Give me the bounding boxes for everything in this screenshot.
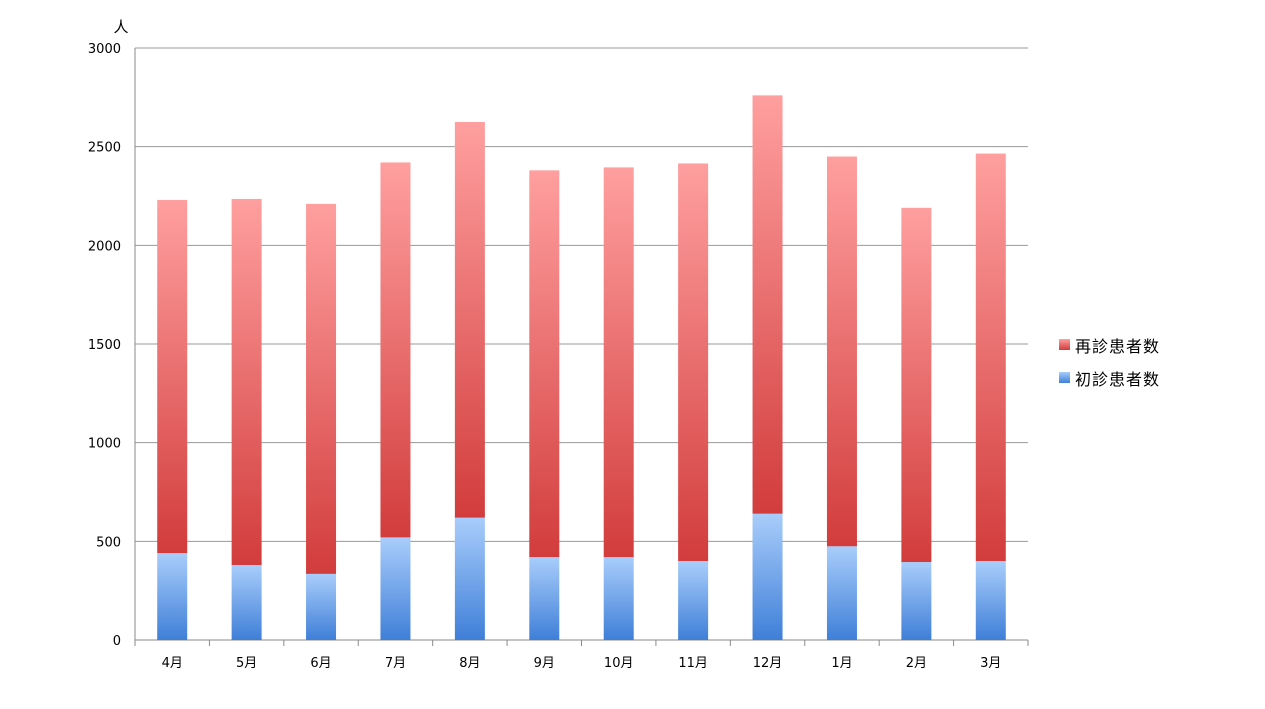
y-tick-label: 3000	[88, 42, 121, 57]
bar-first-visit	[975, 561, 1006, 640]
legend-label-revisit: 再診患者数	[1075, 336, 1161, 356]
bar-first-visit	[454, 517, 485, 640]
y-axis-unit-label: 人	[113, 18, 128, 36]
bar-first-visit	[826, 546, 857, 640]
bar-revisit	[752, 95, 783, 514]
bar-first-visit	[603, 557, 634, 640]
bar-first-visit	[306, 573, 337, 640]
x-tick-label: 9月	[534, 656, 555, 671]
x-tick-label: 1月	[831, 656, 852, 671]
legend: 再診患者数 初診患者数	[1059, 328, 1160, 394]
bar-revisit	[529, 170, 560, 558]
bar-first-visit	[231, 565, 262, 640]
legend-swatch-first-visit	[1059, 372, 1070, 383]
bar-revisit	[157, 199, 188, 554]
bar-first-visit	[380, 537, 411, 640]
x-tick-label: 3月	[980, 656, 1001, 671]
x-tick-label: 4月	[162, 656, 183, 671]
x-tick-label: 2月	[906, 656, 927, 671]
x-tick-label: 8月	[459, 656, 480, 671]
bar-first-visit	[529, 557, 560, 640]
y-tick-label: 500	[96, 535, 121, 550]
bar-revisit	[678, 163, 709, 562]
axes: 0 500 1000 1500 2000 2500 3000 4月 5月 6月 7月 8月 9月 10月 1…	[88, 42, 1029, 671]
bar-first-visit	[752, 513, 783, 640]
x-tick-label: 12月	[753, 656, 783, 671]
bar-revisit	[901, 207, 932, 563]
bar-first-visit	[678, 561, 709, 640]
y-tick-label: 2500	[88, 141, 121, 156]
bar-revisit	[306, 203, 337, 574]
legend-item-revisit: 再診患者数	[1059, 328, 1160, 361]
bars	[157, 95, 1006, 640]
x-tick-label: 10月	[604, 656, 634, 671]
x-tick-label: 6月	[310, 656, 331, 671]
x-tick-label: 5月	[236, 656, 257, 671]
bar-revisit	[826, 156, 857, 547]
x-tick-label: 7月	[385, 656, 406, 671]
bar-revisit	[231, 198, 262, 566]
y-tick-label: 1500	[88, 338, 121, 353]
legend-swatch-revisit	[1059, 339, 1070, 350]
bar-revisit	[454, 122, 485, 518]
gridlines	[135, 47, 1028, 641]
legend-item-first-visit: 初診患者数	[1059, 361, 1160, 394]
bar-first-visit	[157, 553, 188, 640]
x-tick-label: 11月	[678, 656, 708, 671]
bar-first-visit	[901, 562, 932, 640]
y-tick-label: 0	[113, 634, 121, 649]
legend-label-first-visit: 初診患者数	[1075, 369, 1161, 389]
bar-revisit	[603, 167, 634, 558]
y-tick-label: 1000	[88, 437, 121, 452]
bar-revisit	[975, 153, 1006, 562]
y-tick-label: 2000	[88, 239, 121, 254]
bar-revisit	[380, 162, 411, 538]
